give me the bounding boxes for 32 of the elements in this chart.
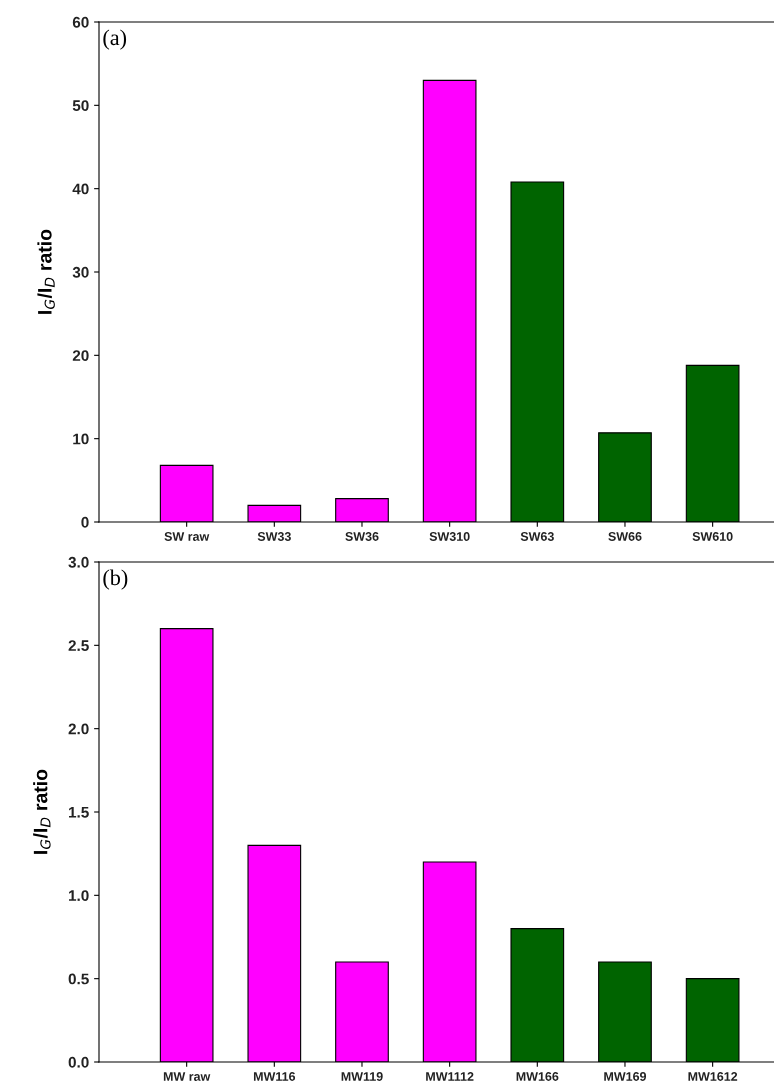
x-tick-label: MW raw	[163, 1072, 211, 1081]
y-tick-label: 1.0	[69, 890, 89, 902]
y-tick-label: 20	[72, 350, 89, 362]
y-tick-label: 50	[72, 100, 89, 112]
x-tick-label: MW116	[253, 1072, 296, 1081]
y-axis-title: I$_{G}$/I$_{D}$ ratio	[33, 769, 51, 854]
y-tick-label: 2.5	[68, 640, 89, 652]
x-tick-label: MW119	[341, 1072, 383, 1081]
y-tick-label: 40	[72, 183, 89, 195]
y-tick-label: 0.5	[68, 973, 89, 985]
y-tick-label: 30	[72, 266, 89, 278]
y-tick-label: 0	[81, 516, 89, 528]
y-tick-label: 0.0	[68, 1056, 89, 1068]
x-tick-label: MW166	[516, 1072, 559, 1081]
y-tick-label: 3.0	[68, 556, 89, 568]
x-tick-label: MW169	[604, 1072, 647, 1081]
x-tick-label: SW raw	[164, 532, 210, 541]
annotation: (a)	[103, 29, 127, 50]
x-tick-label: SW36	[345, 532, 379, 541]
x-tick-label: MW1112	[426, 1072, 474, 1081]
x-tick-label: SW610	[692, 532, 733, 541]
y-tick-label: 60	[72, 16, 89, 28]
y-axis-title: I$_{G}$/I$_{D}$ ratio	[37, 229, 55, 314]
x-tick-label: SW66	[608, 532, 642, 541]
y-tick-label: 1.5	[69, 807, 89, 818]
x-tick-label: SW33	[257, 532, 291, 541]
x-tick-label: SW310	[429, 532, 470, 541]
y-tick-label: 10	[73, 433, 89, 445]
y-tick-label: 2.0	[68, 723, 89, 735]
x-tick-label: MW1612	[688, 1072, 738, 1081]
annotation: (b)	[103, 569, 128, 590]
x-tick-label: SW63	[520, 532, 554, 541]
